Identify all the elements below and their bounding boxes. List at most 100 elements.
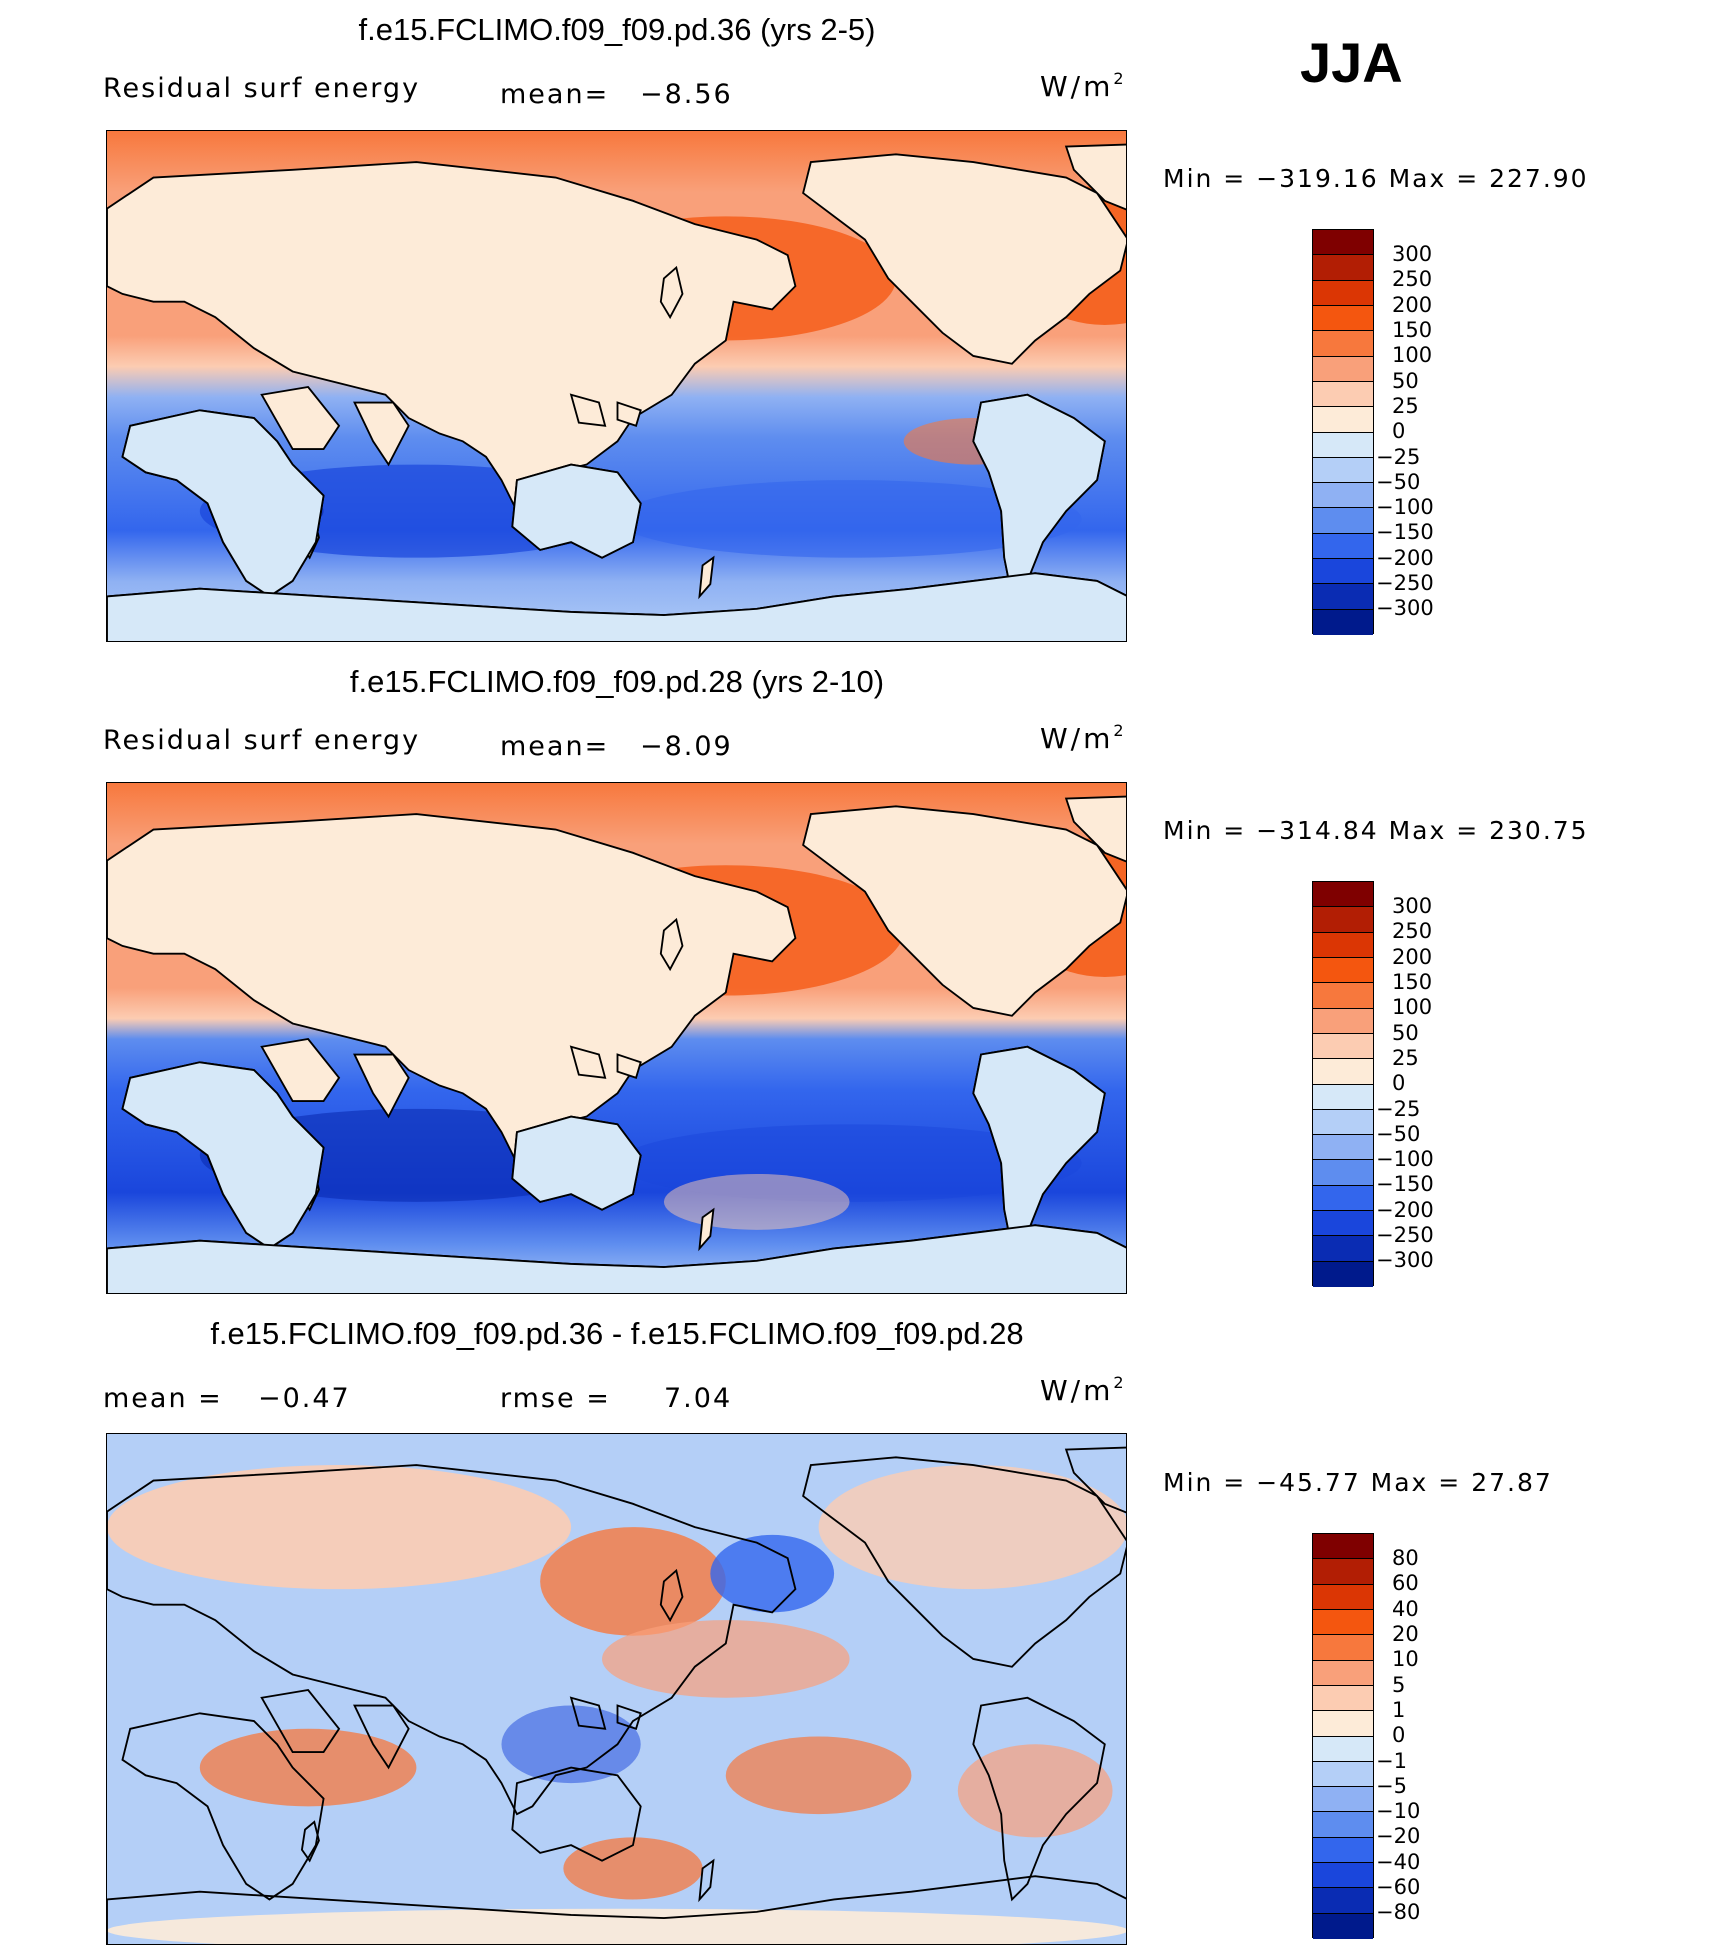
colorbar-label: 80 xyxy=(1392,1546,1419,1570)
colorbar-swatch xyxy=(1313,305,1373,332)
colorbar-label: −50 xyxy=(1376,1121,1421,1146)
colorbar-label: 0 xyxy=(1392,1071,1406,1096)
colorbar-label: −25 xyxy=(1376,1096,1421,1121)
colorbar-swatch xyxy=(1313,1135,1373,1161)
panel-3-mean-value: −0.47 xyxy=(258,1383,351,1414)
colorbar-swatch xyxy=(1313,1185,1373,1212)
colorbar-swatch xyxy=(1313,983,1373,1009)
colorbar-swatch xyxy=(1313,1685,1373,1712)
panel-1-colorbar xyxy=(1312,229,1374,635)
colorbar-label: −150 xyxy=(1376,520,1434,545)
colorbar-swatch xyxy=(1313,1559,1373,1585)
colorbar-swatch xyxy=(1313,1033,1373,1060)
colorbar-label: 25 xyxy=(1392,1045,1419,1070)
colorbar-swatch xyxy=(1313,1888,1373,1914)
season-label: JJA xyxy=(1300,31,1403,94)
colorbar-swatch xyxy=(1313,907,1373,933)
colorbar-swatch xyxy=(1313,882,1373,908)
panel-1-mean-value: −8.56 xyxy=(640,79,733,110)
panel-2-colorbar xyxy=(1312,881,1374,1287)
panel-3-map xyxy=(106,1433,1127,1945)
panel-3-unit: W/m2 xyxy=(1040,1372,1124,1407)
colorbar-label: 40 xyxy=(1392,1596,1419,1621)
colorbar-label: 25 xyxy=(1392,393,1419,418)
colorbar-swatch xyxy=(1313,230,1373,256)
panel-2-title: f.e15.FCLIMO.f09_f09.pd.28 (yrs 2-10) xyxy=(349,664,885,699)
colorbar-label: −150 xyxy=(1376,1172,1434,1197)
colorbar-label: −300 xyxy=(1376,1248,1434,1273)
colorbar-swatch xyxy=(1313,533,1373,560)
panel-2-mean-value: −8.09 xyxy=(640,731,733,762)
colorbar-label: −20 xyxy=(1376,1824,1421,1849)
panel-3-colorbar xyxy=(1312,1533,1374,1939)
colorbar-label: 300 xyxy=(1392,242,1433,266)
colorbar-label: 1 xyxy=(1392,1697,1406,1722)
colorbar-label: 0 xyxy=(1392,1723,1406,1748)
colorbar-label: 200 xyxy=(1392,292,1433,317)
colorbar-swatch xyxy=(1313,1635,1373,1661)
colorbar-label: 150 xyxy=(1392,969,1433,994)
panel-3-title: f.e15.FCLIMO.f09_f09.pd.36 - f.e15.FCLIM… xyxy=(210,1316,1024,1351)
panel-3-rmse-label: rmse = xyxy=(500,1383,611,1414)
colorbar-swatch xyxy=(1313,1008,1373,1034)
colorbar-swatch xyxy=(1313,356,1373,382)
colorbar-swatch xyxy=(1313,1261,1373,1287)
colorbar-swatch xyxy=(1313,381,1373,408)
colorbar-swatch xyxy=(1313,280,1373,306)
colorbar-label: −40 xyxy=(1376,1849,1421,1874)
panel-2-unit: W/m2 xyxy=(1040,720,1124,755)
colorbar-swatch xyxy=(1313,1160,1373,1186)
colorbar-swatch xyxy=(1313,957,1373,984)
colorbar-swatch xyxy=(1313,432,1373,458)
colorbar-label: 5 xyxy=(1392,1672,1406,1697)
colorbar-swatch xyxy=(1313,1084,1373,1110)
colorbar-swatch xyxy=(1313,1812,1373,1838)
colorbar-label: 250 xyxy=(1392,919,1433,944)
colorbar-label: −10 xyxy=(1376,1799,1421,1824)
panel-3-mean-label: mean = xyxy=(103,1383,223,1414)
colorbar-swatch xyxy=(1313,584,1373,610)
colorbar-label: −250 xyxy=(1376,1223,1434,1248)
colorbar-label: 250 xyxy=(1392,267,1433,292)
colorbar-swatch xyxy=(1313,255,1373,281)
panel-1-mean-label: mean= xyxy=(500,79,610,110)
colorbar-label: −100 xyxy=(1376,495,1434,520)
colorbar-swatch xyxy=(1313,1736,1373,1762)
colorbar-swatch xyxy=(1313,1059,1373,1085)
colorbar-swatch xyxy=(1313,1761,1373,1788)
colorbar-swatch xyxy=(1313,457,1373,484)
colorbar-swatch xyxy=(1313,1236,1373,1262)
colorbar-swatch xyxy=(1313,483,1373,509)
colorbar-swatch xyxy=(1313,932,1373,958)
colorbar-label: 50 xyxy=(1392,1020,1419,1045)
colorbar-swatch xyxy=(1313,1660,1373,1686)
colorbar-swatch xyxy=(1313,609,1373,635)
colorbar-label: −60 xyxy=(1376,1875,1421,1900)
colorbar-label: −5 xyxy=(1376,1773,1407,1798)
colorbar-label: 100 xyxy=(1392,995,1433,1020)
colorbar-swatch xyxy=(1313,331,1373,357)
panel-2-variable-label: Residual surf energy xyxy=(103,725,421,756)
colorbar-label: 0 xyxy=(1392,419,1406,444)
colorbar-swatch xyxy=(1313,407,1373,433)
panel-2-min-max: Min = −314.84 Max = 230.75 xyxy=(1163,816,1589,845)
colorbar-label: 50 xyxy=(1392,368,1419,393)
colorbar-label: 300 xyxy=(1392,894,1433,918)
panel-1-unit: W/m2 xyxy=(1040,68,1124,103)
colorbar-label: 10 xyxy=(1392,1647,1419,1672)
colorbar-swatch xyxy=(1313,1837,1373,1864)
colorbar-label: 100 xyxy=(1392,343,1433,368)
colorbar-swatch xyxy=(1313,1211,1373,1237)
colorbar-label: −1 xyxy=(1376,1748,1407,1773)
colorbar-label: −200 xyxy=(1376,545,1434,570)
colorbar-label: −300 xyxy=(1376,596,1434,621)
colorbar-swatch xyxy=(1313,1787,1373,1813)
colorbar-label: 200 xyxy=(1392,944,1433,969)
colorbar-swatch xyxy=(1313,559,1373,585)
panel-3-rmse-value: 7.04 xyxy=(664,1383,733,1414)
panel-1-title: f.e15.FCLIMO.f09_f09.pd.36 (yrs 2-5) xyxy=(358,12,876,47)
colorbar-swatch xyxy=(1313,1913,1373,1939)
colorbar-swatch xyxy=(1313,1584,1373,1610)
panel-1-min-max: Min = −319.16 Max = 227.90 xyxy=(1163,164,1589,193)
colorbar-label: −250 xyxy=(1376,571,1434,596)
